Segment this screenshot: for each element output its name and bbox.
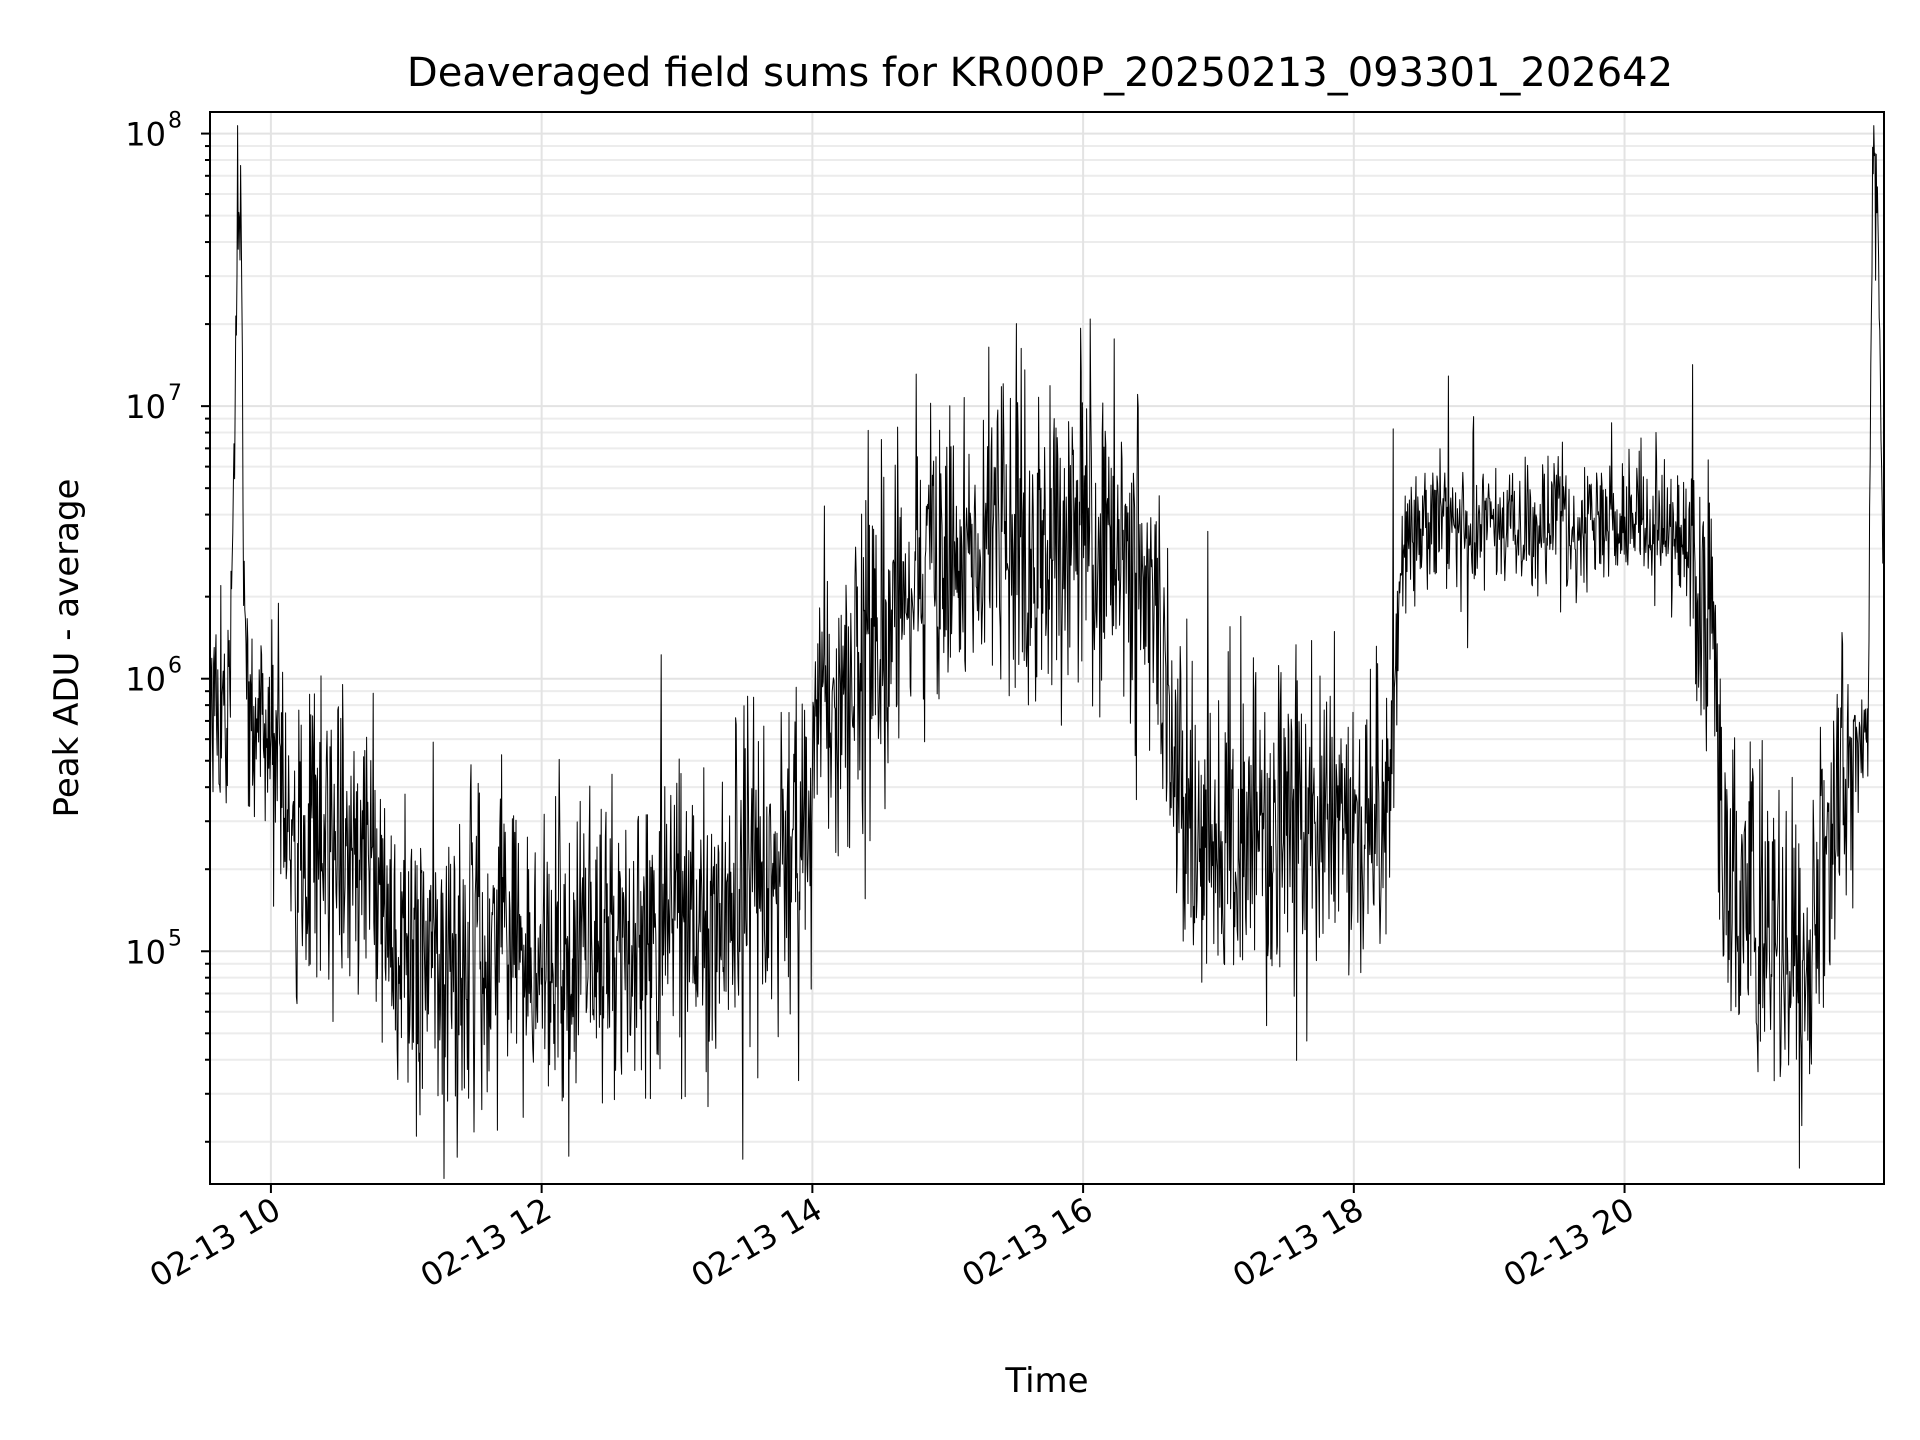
y-tick-exponent: 5 bbox=[168, 926, 182, 951]
y-tick-label: 10 bbox=[125, 388, 166, 426]
chart-title: Deaveraged field sums for KR000P_2025021… bbox=[407, 50, 1673, 96]
y-tick-exponent: 7 bbox=[168, 381, 182, 406]
series-line-peak-adu bbox=[210, 125, 1884, 1179]
y-tick-exponent: 6 bbox=[168, 654, 182, 679]
y-tick-label: 10 bbox=[125, 661, 166, 699]
y-tick-exponent: 8 bbox=[168, 109, 182, 134]
plot-area bbox=[210, 125, 1884, 1179]
y-tick-label: 10 bbox=[125, 116, 166, 154]
x-axis-label: Time bbox=[1004, 1361, 1088, 1401]
y-axis-label: Peak ADU - average bbox=[47, 479, 87, 818]
y-tick-label: 10 bbox=[125, 933, 166, 971]
major-gridlines bbox=[210, 112, 1884, 1184]
plot-frame bbox=[209, 111, 1885, 1185]
